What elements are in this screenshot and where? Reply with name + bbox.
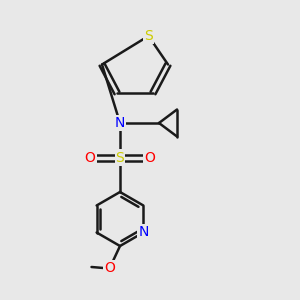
Text: S: S	[144, 29, 153, 43]
Text: N: N	[138, 226, 148, 239]
Text: O: O	[104, 262, 115, 275]
Text: O: O	[145, 151, 155, 164]
Text: O: O	[85, 151, 95, 164]
Text: S: S	[116, 151, 124, 164]
Text: N: N	[115, 116, 125, 130]
